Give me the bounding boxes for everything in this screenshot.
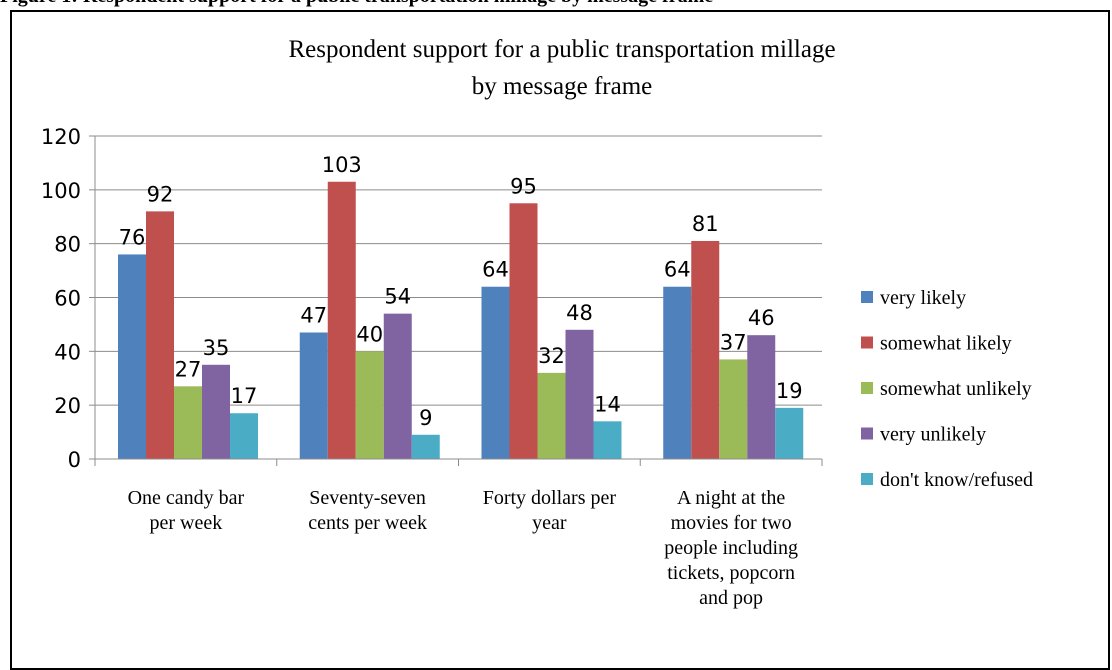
legend-swatch [861,291,873,303]
chart-frame [10,10,1110,670]
legend-label: very unlikely [880,424,986,446]
data-label: 64 [664,258,691,282]
bar [509,203,538,459]
legend-swatch [861,382,873,394]
bar [537,372,566,459]
data-labels: 76 47 64 64 92 103 95 81 27 40 32 37 35 54 48 46 17 9 14 19 [119,153,803,430]
bar [355,351,384,459]
x-tick-label: Forty dollars per [483,487,617,509]
y-tick-label: 40 [54,340,81,364]
y-tick-label: 20 [54,394,81,418]
bar [118,254,146,459]
data-label: 37 [720,330,747,354]
data-label: 47 [300,303,327,327]
data-label: 76 [119,225,146,249]
x-tick-label: One candy bar [128,487,245,509]
data-label: 81 [692,212,719,236]
bar [146,211,174,459]
bar [565,329,594,459]
legend-swatch [861,336,873,349]
bar [719,359,748,459]
y-tick-label: 60 [54,287,81,311]
legend-label: somewhat unlikely [880,378,1032,400]
y-tick-label: 100 [41,179,81,203]
x-tick-label: Seventy-seven [309,487,426,509]
legend-swatch [861,427,873,440]
y-tick-label: 120 [41,125,81,149]
x-tick-label: and pop [699,587,763,609]
bar [411,434,440,459]
bar [593,421,622,459]
data-label: 19 [776,379,803,403]
bar [174,386,202,459]
bars [118,181,804,459]
chart-title-line: by message frame [472,73,652,100]
x-tick-label: people including [664,537,798,559]
x-tick-label: year [532,512,567,534]
bar [327,181,356,459]
data-label: 17 [231,384,258,408]
chart-title: Respondent support for a public transpor… [288,36,835,100]
data-label: 35 [203,336,230,360]
x-tick-label: tickets, popcorn [667,562,795,584]
bar [299,332,328,459]
data-label: 14 [594,392,621,416]
bar [230,413,258,459]
data-label: 32 [538,344,565,368]
legend-label: very likely [880,287,966,309]
legend-swatch [861,473,873,485]
data-label: 46 [748,306,775,330]
data-label: 9 [419,406,432,430]
legend-label: somewhat likely [880,333,1012,355]
bar [775,407,804,459]
data-label: 64 [482,258,509,282]
bar [747,335,776,459]
axes: 0 20 40 60 80 100 120 One candy bar per week Seve… [41,125,823,609]
data-label: 54 [384,285,411,309]
legend-label: don't know/refused [880,469,1033,491]
bar [202,364,230,459]
data-label: 48 [566,301,593,325]
x-tick-label: A night at the [677,487,785,509]
bar [663,286,692,459]
y-tick-label: 0 [68,448,81,472]
y-tick-label: 80 [54,233,81,257]
x-tick-label: cents per week [308,512,427,534]
data-label: 92 [147,182,174,206]
data-label: 103 [322,153,362,177]
chart-title-line: Respondent support for a public transpor… [288,36,835,63]
legend: very likely somewhat likely somewhat unlik… [861,287,1033,491]
data-label: 27 [175,357,202,381]
bar [383,313,412,459]
x-tick-label: movies for two [671,512,792,534]
x-tick-label: per week [150,512,223,534]
data-label: 95 [510,174,537,198]
bar [481,286,510,459]
figure-caption: Figure 1: Respondent support for a publi… [0,0,1112,15]
data-label: 40 [356,322,383,346]
bar [691,240,720,459]
